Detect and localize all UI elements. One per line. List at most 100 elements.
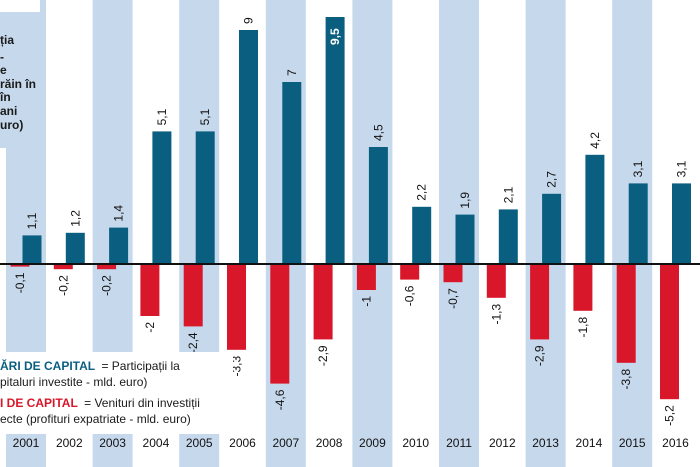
outflow-bar-2007 <box>270 264 290 384</box>
title-line-4: răin în <box>0 77 36 91</box>
title-line-2: - <box>0 50 4 64</box>
inflow-bar-2012 <box>498 209 518 264</box>
inflow-label-2004: 5,1 <box>155 108 169 125</box>
x-tick-2007: 2007 <box>272 436 299 450</box>
outflow-label-2013: -2,9 <box>533 345 547 366</box>
outflow-bar-2004 <box>140 264 160 316</box>
outflow-label-2008: -2,9 <box>316 345 330 366</box>
outflow-bar-2009 <box>356 264 376 290</box>
legend-item-1-line-2: pitaluri investite - mld. euro) <box>0 375 147 389</box>
legend: ĂRI DE CAPITAL = Participații la pitalur… <box>0 352 233 434</box>
outflow-bar-2011 <box>443 264 463 283</box>
legend-item-2-line-1: I DE CAPITAL = Venituri din investiții <box>0 396 200 410</box>
x-tick-2002: 2002 <box>56 436 83 450</box>
x-tick-2010: 2010 <box>402 436 429 450</box>
outflow-label-2003: -0,2 <box>100 275 114 296</box>
x-tick-2006: 2006 <box>229 436 256 450</box>
x-tick-2008: 2008 <box>316 436 343 450</box>
outflow-label-2012: -1,3 <box>489 303 503 324</box>
x-tick-2015: 2015 <box>619 436 646 450</box>
legend-item-1-key: ĂRI DE CAPITAL <box>0 358 95 373</box>
inflow-label-2015: 3,1 <box>631 160 645 177</box>
x-tick-2011: 2011 <box>446 436 472 450</box>
inflow-bar-2016 <box>672 183 691 264</box>
outflow-label-2015: -3,8 <box>619 368 633 389</box>
outflow-bar-2015 <box>616 264 636 363</box>
inflow-bar-2002 <box>65 232 85 264</box>
outflow-label-2010: -0,6 <box>403 285 417 306</box>
inflow-label-2016: 3,1 <box>675 160 689 177</box>
outflow-bar-2013 <box>530 264 550 340</box>
title-panel-bg <box>0 0 38 148</box>
x-tick-2013: 2013 <box>532 436 559 450</box>
inflow-bar-2008 <box>325 17 345 264</box>
outflow-label-2011: -0,7 <box>446 288 460 309</box>
legend-bg <box>0 352 233 434</box>
x-tick-2012: 2012 <box>489 436 516 450</box>
inflow-label-2013: 2,7 <box>545 171 559 188</box>
outflow-bar-2008 <box>313 264 333 340</box>
inflow-bar-2010 <box>412 206 432 264</box>
legend-item-2-key: I DE CAPITAL <box>0 396 78 410</box>
inflow-label-2003: 1,4 <box>112 205 126 222</box>
inflow-label-2002: 1,2 <box>68 210 82 227</box>
inflow-label-2007: 7 <box>285 69 299 76</box>
inflow-label-2010: 2,2 <box>415 184 429 201</box>
title-line-5: în <box>0 90 11 104</box>
inflow-bar-2001 <box>22 235 42 264</box>
x-tick-2009: 2009 <box>359 436 386 450</box>
title-line-6: ani <box>0 104 17 118</box>
inflow-label-2001: 1,1 <box>25 212 39 229</box>
inflow-bar-2005 <box>195 131 215 264</box>
x-tick-2004: 2004 <box>143 436 170 450</box>
x-tick-2005: 2005 <box>186 436 213 450</box>
inflow-label-2009: 4,5 <box>371 124 385 141</box>
inflow-bar-2003 <box>109 227 129 264</box>
inflow-bar-2015 <box>628 183 648 264</box>
inflow-bar-2014 <box>585 154 605 264</box>
x-tick-2016: 2016 <box>662 436 689 450</box>
x-tick-2001: 2001 <box>13 436 40 450</box>
outflow-label-2014: -1,8 <box>576 316 590 337</box>
bars <box>10 17 691 400</box>
legend-item-1-desc-1: = Participații la <box>101 359 180 373</box>
title-panel: ția - e răin în în ani uro) <box>0 0 40 148</box>
inflow-bar-2006 <box>239 30 258 264</box>
outflow-bar-2010 <box>400 264 420 280</box>
x-tick-2003: 2003 <box>99 436 126 450</box>
inflow-label-2011: 1,9 <box>458 192 472 209</box>
legend-item-2-desc-1: = Venituri din investiții <box>84 396 200 410</box>
title-line-1: ția <box>0 33 14 47</box>
outflow-bar-2002 <box>53 264 73 270</box>
inflow-label-2014: 4,2 <box>588 132 602 149</box>
outflow-label-2016: -5,2 <box>663 405 677 426</box>
value-labels: 1,1-0,11,2-0,21,4-0,25,1-25,1-2,49-3,37-… <box>13 17 689 426</box>
outflow-label-2009: -1 <box>359 296 373 307</box>
x-tick-labels: 2001 2002 2003 2004 2005 2006 2007 2008 2009 2010… <box>13 436 690 450</box>
outflow-label-2001: -0,1 <box>13 272 27 293</box>
inflow-label-2012: 2,1 <box>501 186 515 203</box>
inflow-bar-2004 <box>152 131 172 264</box>
inflow-bar-2009 <box>368 147 388 264</box>
inflow-label-2008: 9,5 <box>328 28 342 45</box>
title-line-7: uro) <box>0 118 23 132</box>
outflow-bar-2003 <box>97 264 117 270</box>
outflow-bar-2014 <box>573 264 593 311</box>
inflow-label-2006: 9 <box>242 17 256 24</box>
outflow-label-2007: -4,6 <box>273 389 287 410</box>
title-line-3: e <box>0 63 7 77</box>
outflow-label-2005: -2,4 <box>186 332 200 353</box>
outflow-label-2004: -2 <box>143 322 157 333</box>
outflow-bar-2001 <box>10 264 30 267</box>
title-top-strip <box>0 0 40 12</box>
outflow-label-2002: -0,2 <box>56 275 70 296</box>
outflow-bar-2016 <box>660 264 679 400</box>
inflow-bar-2007 <box>282 82 302 264</box>
outflow-bar-2005 <box>183 264 203 327</box>
outflow-bar-2006 <box>227 264 246 350</box>
inflow-bar-2013 <box>542 193 562 264</box>
inflow-label-2005: 5,1 <box>198 108 212 125</box>
legend-item-1-line-1: ĂRI DE CAPITAL = Participații la <box>0 358 180 373</box>
x-tick-2014: 2014 <box>576 436 603 450</box>
